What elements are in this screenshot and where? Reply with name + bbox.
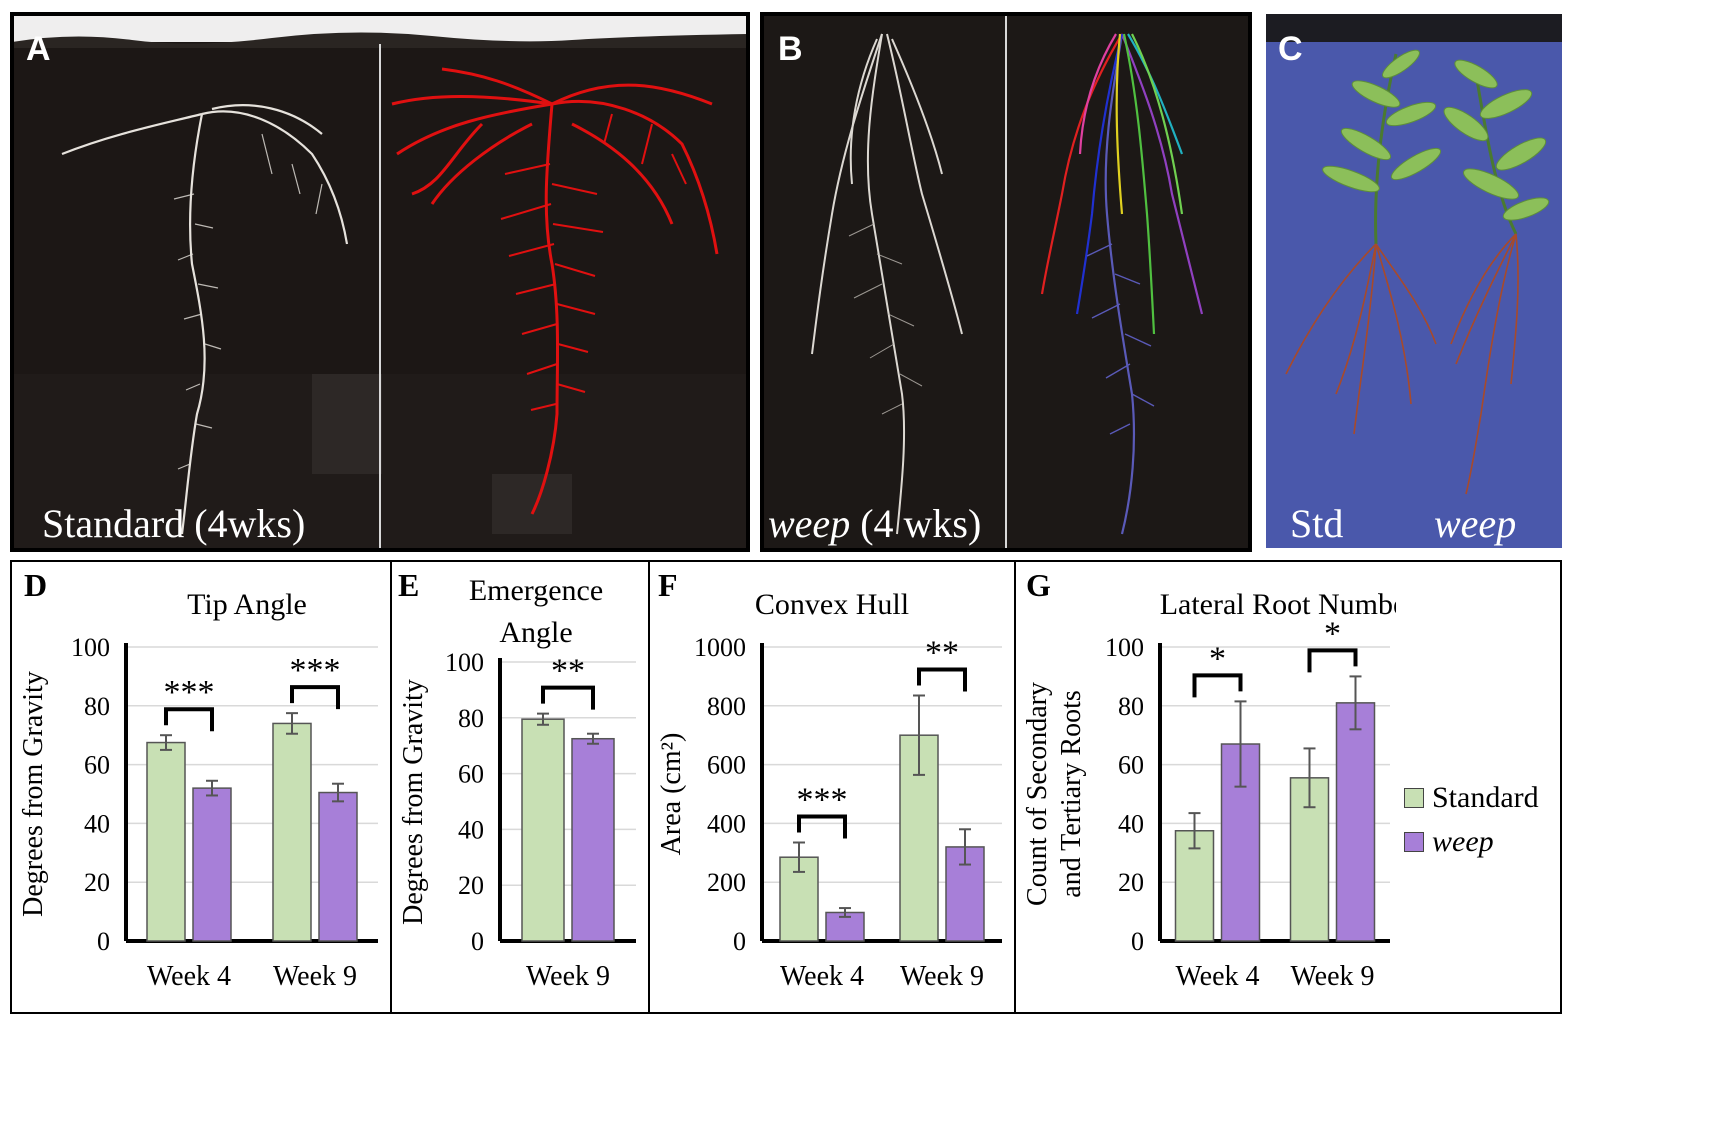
significance-bracket [1192,673,1243,698]
chart-title: Emergence [469,574,603,607]
chart-frame-g [1014,560,1562,1014]
y-tick-label: 80 [458,704,484,733]
significance-stars: *** [290,652,341,689]
chart-panel-letter: F [658,567,678,603]
legend-label-standard: Standard [1432,781,1539,814]
photo-panel-weep-border [760,12,1252,552]
photo-caption-standard: Standard (4wks) [42,501,306,546]
y-tick-label: 60 [84,751,110,780]
legend-item-standard: Standard [1404,776,1539,820]
chart-title: Tip Angle [187,588,307,621]
significance-bracket [917,667,967,692]
legend-label-weep: weep [1432,825,1494,858]
y-tick-label: 0 [97,927,110,956]
y-tick-label: 20 [1118,868,1144,897]
y-tick-label: 60 [458,760,484,789]
root-photo-standard [12,14,748,550]
significance-stars: *** [164,674,215,711]
y-axis-label: Count of Secondary [1022,682,1053,906]
plants-photo [1266,14,1562,548]
panel-letter-b: B [778,30,803,68]
x-tick-label: Week 4 [1175,961,1259,992]
significance-stars: * [1209,640,1226,677]
significance-stars: ** [551,653,585,690]
x-tick-label: Week 9 [1290,961,1374,992]
chart-panel-letter: D [24,567,47,603]
significance-stars: * [1324,615,1341,652]
y-tick-label: 100 [445,648,484,677]
y-axis-label-line-2: and Tertiary Roots [1056,690,1087,897]
significance-bracket [290,685,340,710]
x-tick-label: Week 9 [900,961,984,992]
y-tick-label: 40 [84,809,110,838]
photo-caption-weep-italic: weep [768,501,851,546]
y-tick-label: 80 [84,692,110,721]
chart-lateral-root-number: G Lateral Root Number Count of Secondary an… [1022,567,1396,992]
y-tick-label: 800 [707,692,746,721]
x-tick-label: Week 4 [780,961,864,992]
photo-panel-plants [1266,14,1562,548]
y-tick-label: 600 [707,751,746,780]
x-tick-label: Week 9 [526,961,610,992]
photo-caption-weep: weep (4 wks) [768,500,981,547]
chart-convex-hull: F Convex Hull Area (cm²) 0 200 400 600 800 1000 *… [656,567,1002,992]
y-tick-label: 200 [707,868,746,897]
significance-bracket [1307,648,1358,673]
significance-bracket [797,814,847,839]
significance-bracket [541,685,595,710]
x-tick-label: Week 4 [147,961,231,992]
photo-panel-weep [762,14,1250,550]
photo-panel-standard [12,14,748,550]
bar-standard [272,722,312,942]
y-tick-label: 100 [1105,633,1144,662]
legend-swatch-weep [1404,832,1424,852]
y-tick-label: 0 [1131,927,1144,956]
y-tick-label: 80 [1118,692,1144,721]
legend-item-weep: weep [1404,820,1539,864]
x-tick-label: Week 9 [273,961,357,992]
panel-letter-a: A [26,30,51,68]
photo-label-weep: weep [1434,501,1517,546]
chart-title-line-2: Angle [499,616,572,649]
photo-panel-standard-border [10,12,750,552]
legend-swatch-standard [1404,788,1424,808]
y-axis-label: Area (cm²) [656,733,687,856]
y-tick-label: 0 [733,927,746,956]
bar-weep [1335,702,1376,942]
y-axis-label: Degrees from Gravity [398,679,429,925]
significance-stars: *** [797,782,848,819]
y-tick-label: 400 [707,809,746,838]
significance-bracket [164,707,214,732]
chart-title: Convex Hull [755,588,909,621]
chart-panel-letter: G [1026,567,1051,603]
y-tick-label: 60 [1118,751,1144,780]
root-photo-weep [762,14,1250,550]
panel-letter-c: C [1278,30,1303,68]
photo-label-std: Std [1290,501,1344,546]
y-tick-label: 20 [458,871,484,900]
bar-standard [146,741,186,942]
y-tick-label: 100 [71,633,110,662]
bar-standard [521,718,565,942]
chart-emergence-angle: E Emergence Angle Degrees from Gravity 0 20 40… [398,567,636,992]
legend: Standard weep [1404,776,1539,864]
bar-weep [571,737,615,942]
chart-panel-letter: E [398,567,419,603]
y-tick-label: 1000 [694,633,746,662]
y-tick-label: 40 [1118,809,1144,838]
chart-tip-angle: D Tip Angle Degrees from Gravity 0 20 40 60 80 1… [18,567,378,992]
chart-title: Lateral Root Number [1160,588,1396,621]
photo-caption-weep-rest: (4 wks) [850,501,982,546]
y-tick-label: 20 [84,868,110,897]
bar-weep [192,787,232,942]
significance-stars: ** [925,635,959,672]
y-tick-label: 0 [471,927,484,956]
bar-weep [318,791,358,942]
y-axis-label: Degrees from Gravity [18,671,49,917]
y-tick-label: 40 [458,815,484,844]
